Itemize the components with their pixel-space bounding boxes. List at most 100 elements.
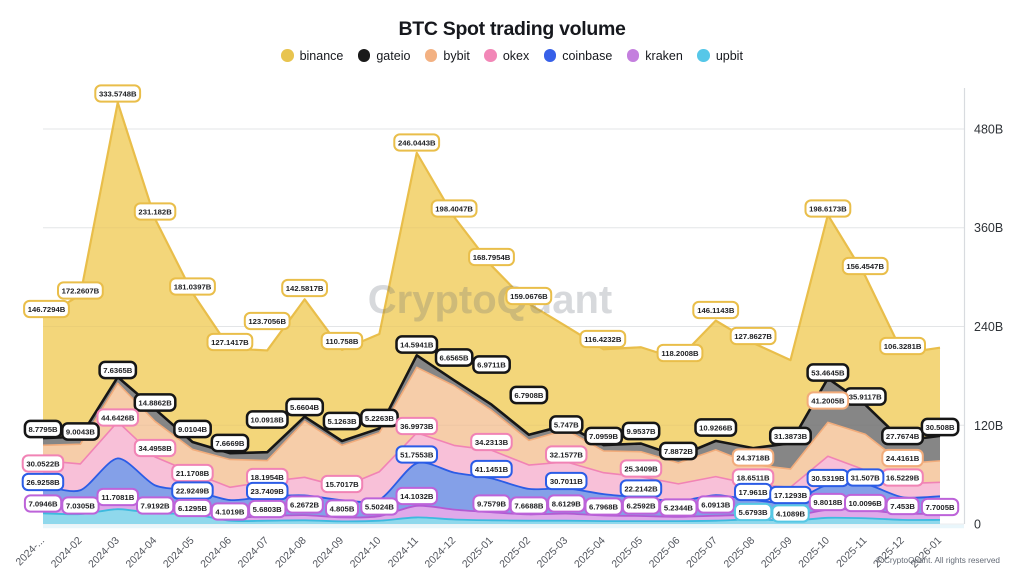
svg-text:26.9258B: 26.9258B (26, 478, 60, 487)
svg-text:9.8018B: 9.8018B (813, 498, 843, 507)
svg-text:© CryptoQuant. All rights rese: © CryptoQuant. All rights reserved (876, 556, 1001, 565)
svg-text:14.1032B: 14.1032B (400, 492, 434, 501)
svg-text:6.7968B: 6.7968B (589, 502, 619, 511)
svg-text:7.0959B: 7.0959B (589, 432, 619, 441)
svg-text:44.6426B: 44.6426B (101, 413, 135, 422)
svg-text:168.7954B: 168.7954B (473, 253, 511, 262)
svg-text:7.6365B: 7.6365B (103, 366, 133, 375)
svg-text:7.6669B: 7.6669B (215, 439, 245, 448)
svg-text:18.1954B: 18.1954B (251, 473, 285, 482)
svg-text:333.5748B: 333.5748B (99, 89, 137, 98)
svg-text:5.6803B: 5.6803B (253, 505, 283, 514)
svg-text:16.5229B: 16.5229B (886, 473, 920, 482)
svg-text:198.6173B: 198.6173B (809, 204, 847, 213)
svg-text:53.4645B: 53.4645B (811, 368, 845, 377)
svg-text:6.2672B: 6.2672B (290, 500, 320, 509)
svg-text:30.5319B: 30.5319B (811, 474, 845, 483)
svg-text:198.4047B: 198.4047B (435, 204, 473, 213)
svg-text:23.7409B: 23.7409B (251, 487, 285, 496)
svg-text:9.0104B: 9.0104B (178, 425, 208, 434)
svg-text:10.0096B: 10.0096B (849, 499, 883, 508)
svg-text:27.7674B: 27.7674B (886, 432, 920, 441)
svg-text:4.1019B: 4.1019B (215, 507, 245, 516)
svg-text:240B: 240B (974, 320, 1003, 334)
svg-text:31.507B: 31.507B (851, 473, 881, 482)
svg-text:30.0522B: 30.0522B (26, 459, 60, 468)
svg-text:146.7294B: 146.7294B (28, 305, 66, 314)
svg-text:5.2263B: 5.2263B (365, 414, 395, 423)
svg-text:24.3718B: 24.3718B (736, 453, 770, 462)
svg-text:5.6793B: 5.6793B (739, 508, 769, 517)
svg-text:CryptoQuant: CryptoQuant (368, 278, 612, 322)
svg-text:146.1143B: 146.1143B (697, 306, 735, 315)
svg-text:32.1577B: 32.1577B (550, 450, 584, 459)
svg-text:4.1089B: 4.1089B (776, 509, 806, 518)
svg-text:159.0676B: 159.0676B (510, 292, 548, 301)
svg-text:31.3873B: 31.3873B (774, 432, 808, 441)
svg-text:18.6511B: 18.6511B (737, 473, 770, 482)
svg-text:480B: 480B (974, 123, 1003, 137)
svg-text:181.0397B: 181.0397B (174, 282, 212, 291)
svg-text:30.508B: 30.508B (925, 423, 955, 432)
svg-text:35.9117B: 35.9117B (849, 392, 882, 401)
svg-text:41.2005B: 41.2005B (811, 396, 845, 405)
svg-text:172.2607B: 172.2607B (62, 286, 100, 295)
svg-text:120B: 120B (974, 419, 1003, 433)
svg-text:34.2313B: 34.2313B (475, 438, 509, 447)
svg-text:5.747B: 5.747B (554, 420, 579, 429)
svg-text:25.3409B: 25.3409B (624, 464, 658, 473)
svg-text:127.8627B: 127.8627B (734, 332, 772, 341)
svg-text:7.0305B: 7.0305B (66, 501, 96, 510)
svg-text:0: 0 (974, 518, 981, 532)
svg-text:22.2142B: 22.2142B (624, 484, 658, 493)
svg-text:6.9711B: 6.9711B (477, 360, 506, 369)
svg-text:5.1263B: 5.1263B (327, 417, 357, 426)
svg-text:118.2008B: 118.2008B (661, 349, 699, 358)
svg-text:6.0913B: 6.0913B (701, 500, 731, 509)
svg-text:24.4161B: 24.4161B (886, 454, 920, 463)
svg-text:246.0443B: 246.0443B (398, 138, 436, 147)
svg-text:7.9192B: 7.9192B (141, 501, 171, 510)
svg-text:231.182B: 231.182B (138, 207, 172, 216)
svg-text:5.5024B: 5.5024B (365, 502, 395, 511)
svg-text:7.453B: 7.453B (890, 502, 915, 511)
svg-text:127.1417B: 127.1417B (211, 338, 249, 347)
svg-text:5.6604B: 5.6604B (290, 403, 320, 412)
svg-text:10.9266B: 10.9266B (699, 423, 733, 432)
svg-text:7.6688B: 7.6688B (514, 501, 544, 510)
svg-text:110.758B: 110.758B (326, 337, 359, 346)
svg-text:14.5941B: 14.5941B (400, 340, 434, 349)
svg-text:9.7579B: 9.7579B (477, 499, 507, 508)
svg-text:15.7017B: 15.7017B (325, 480, 359, 489)
svg-text:9.0043B: 9.0043B (66, 427, 96, 436)
svg-text:11.7081B: 11.7081B (101, 493, 134, 502)
svg-text:5.2344B: 5.2344B (664, 503, 694, 512)
svg-text:7.7005B: 7.7005B (925, 503, 955, 512)
svg-text:21.1708B: 21.1708B (176, 469, 210, 478)
svg-text:360B: 360B (974, 221, 1003, 235)
svg-text:6.6565B: 6.6565B (440, 353, 470, 362)
svg-text:116.4232B: 116.4232B (584, 335, 622, 344)
svg-text:7.0946B: 7.0946B (28, 499, 58, 508)
svg-text:14.8862B: 14.8862B (138, 398, 172, 407)
svg-text:17.961B: 17.961B (739, 488, 769, 497)
svg-text:34.4958B: 34.4958B (138, 444, 172, 453)
svg-text:9.9537B: 9.9537B (626, 427, 656, 436)
svg-text:106.3281B: 106.3281B (884, 342, 922, 351)
svg-text:30.7011B: 30.7011B (550, 477, 583, 486)
svg-text:51.7553B: 51.7553B (400, 450, 434, 459)
svg-text:6.7908B: 6.7908B (514, 391, 544, 400)
svg-text:7.8872B: 7.8872B (664, 447, 694, 456)
svg-text:6.1295B: 6.1295B (178, 504, 208, 513)
svg-text:6.2592B: 6.2592B (626, 501, 656, 510)
svg-text:123.7056B: 123.7056B (248, 317, 286, 326)
svg-text:22.9249B: 22.9249B (176, 486, 210, 495)
svg-text:41.1451B: 41.1451B (475, 465, 509, 474)
svg-text:4.805B: 4.805B (330, 504, 355, 513)
svg-text:36.9973B: 36.9973B (400, 422, 434, 431)
svg-text:142.5817B: 142.5817B (286, 284, 324, 293)
svg-text:156.4547B: 156.4547B (846, 262, 884, 271)
svg-text:8.6129B: 8.6129B (552, 499, 582, 508)
svg-text:8.7795B: 8.7795B (28, 425, 58, 434)
svg-text:17.1293B: 17.1293B (774, 491, 808, 500)
